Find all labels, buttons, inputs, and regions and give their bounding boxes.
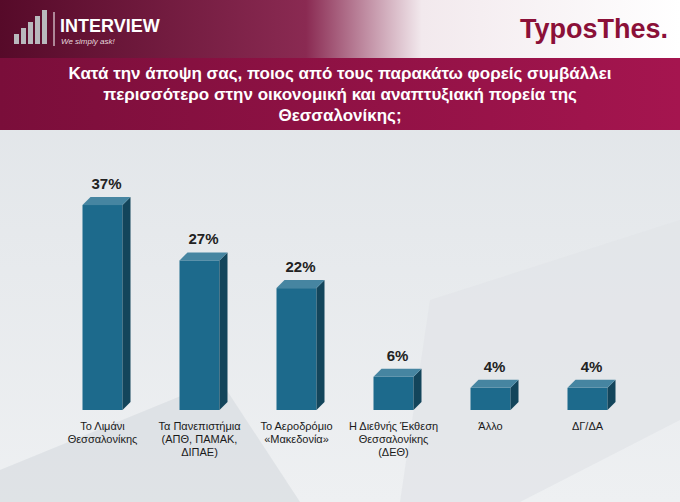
data-label: 4% — [484, 358, 506, 375]
text-line: Θεσσαλονίκης — [359, 433, 429, 445]
bar-top — [180, 252, 228, 260]
background — [0, 0, 680, 502]
text-line: Τα Πανεπιστήμια — [158, 420, 241, 432]
text-line: (ΔΕΘ) — [378, 446, 409, 458]
bar-front — [471, 388, 511, 410]
bar-top — [277, 280, 325, 288]
logo-text: INTERVIEW — [60, 16, 160, 36]
title-band — [0, 58, 680, 130]
logo-icon — [21, 28, 26, 44]
header-top — [0, 0, 680, 58]
bar-side — [220, 252, 228, 410]
data-label: 6% — [387, 347, 409, 364]
bg-shape — [0, 380, 300, 502]
bar-front — [374, 377, 414, 410]
chart-root: INTERVIEWWe simply ask! TyposThes. Κατά τη… — [0, 0, 680, 502]
text-line: περισσότερο στην οικονομική και αναπτυξι… — [103, 85, 577, 104]
bar-side — [123, 197, 131, 410]
chart-title: Κατά την άποψη σας, ποιος από τους παρακ… — [69, 64, 612, 125]
bars — [83, 197, 616, 410]
bar — [568, 380, 616, 410]
x-tick-label: Το ΛιμάνιΘεσσαλονίκης — [68, 420, 138, 445]
text-line: Θεσσαλονίκης — [68, 433, 138, 445]
bar-front — [83, 205, 123, 410]
bar-top — [568, 380, 616, 388]
x-tick-label: Τα Πανεπιστήμια(ΑΠΘ, ΠΑΜΑΚ,ΔΙΠΑΕ) — [158, 420, 241, 458]
text-line: Άλλο — [478, 420, 502, 432]
logo-text: TyposThes. — [520, 14, 668, 44]
logo-icon — [14, 34, 19, 44]
data-label: 37% — [91, 175, 121, 192]
bar — [180, 252, 228, 410]
logo-tagline: We simply ask! — [61, 37, 115, 46]
bar-top — [471, 380, 519, 388]
x-tick-label: ΔΓ/ΔΑ — [572, 420, 604, 432]
data-label: 27% — [188, 230, 218, 247]
logo-divider — [54, 12, 55, 46]
text-line: Το Αεροδρόμιο — [260, 420, 332, 432]
text-line: Κατά την άποψη σας, ποιος από τους παρακ… — [69, 64, 612, 83]
data-label: 22% — [285, 258, 315, 275]
bar — [277, 280, 325, 410]
logo-icon — [42, 10, 47, 44]
bar — [471, 380, 519, 410]
text-line: (ΑΠΘ, ΠΑΜΑΚ, — [162, 433, 238, 445]
x-tick-label: Το Αεροδρόμιο«Μακεδονία» — [260, 420, 332, 445]
bar-side — [317, 280, 325, 410]
logo-icon — [35, 16, 40, 44]
x-tick-label: Η Διεθνής ΈκθεσηΘεσσαλονίκης(ΔΕΘ) — [349, 420, 438, 458]
logo-icon — [28, 22, 33, 44]
text-line: ΔΙΠΑΕ) — [181, 446, 218, 458]
bar-front — [180, 260, 220, 410]
text-line: ΔΓ/ΔΑ — [572, 420, 604, 432]
bar-top — [374, 369, 422, 377]
text-line: «Μακεδονία» — [264, 433, 329, 445]
text-line: Θεσσαλονίκης; — [278, 106, 401, 125]
bar — [83, 197, 131, 410]
bar-front — [568, 388, 608, 410]
text-line: Το Λιμάνι — [80, 420, 125, 432]
text-line: Η Διεθνής Έκθεση — [349, 420, 438, 432]
bar-top — [83, 197, 131, 205]
bar — [374, 369, 422, 410]
x-tick-label: Άλλο — [478, 420, 502, 432]
data-label: 4% — [581, 358, 603, 375]
bar-front — [277, 288, 317, 410]
bg-shape — [400, 220, 680, 502]
